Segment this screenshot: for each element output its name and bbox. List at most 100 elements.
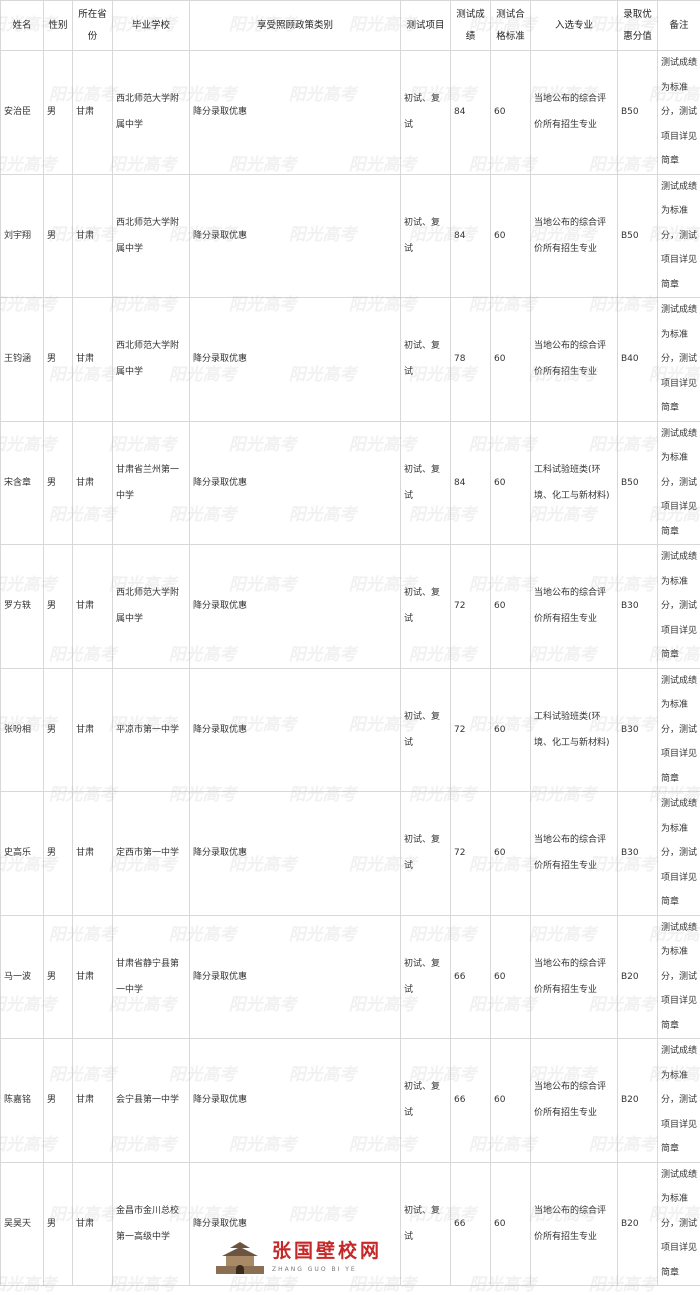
- cell-name: 刘宇翔: [1, 174, 44, 298]
- cell-score: 84: [451, 421, 491, 545]
- cell-province: 甘肃: [73, 668, 113, 792]
- cell-remark: 测试成绩为标准分，测试项目详见简章: [658, 51, 700, 175]
- cell-bonus: B50: [618, 421, 658, 545]
- header-standard: 测试合格标准: [491, 1, 531, 51]
- cell-score: 72: [451, 668, 491, 792]
- cell-gender: 男: [44, 915, 73, 1039]
- cell-name: 宋含章: [1, 421, 44, 545]
- header-gender: 性别: [44, 1, 73, 51]
- cell-test: 初试、复试: [401, 545, 451, 669]
- logo-sub-text: ZHANG GUO BI YE: [272, 1266, 357, 1274]
- cell-name: 史高乐: [1, 792, 44, 916]
- cell-school: 西北师范大学附属中学: [113, 298, 190, 422]
- header-school: 毕业学校: [113, 1, 190, 51]
- cell-policy: 降分录取优惠: [190, 174, 401, 298]
- logo-brand-text: 张国壁校网: [272, 1240, 382, 1262]
- header-name: 姓名: [1, 1, 44, 51]
- cell-major: 当地公布的综合评价所有招生专业: [531, 915, 618, 1039]
- cell-bonus: B20: [618, 1039, 658, 1163]
- cell-policy: 降分录取优惠: [190, 421, 401, 545]
- cell-remark: 测试成绩为标准分，测试项目详见简章: [658, 792, 700, 916]
- cell-major: 当地公布的综合评价所有招生专业: [531, 174, 618, 298]
- header-score: 测试成绩: [451, 1, 491, 51]
- cell-name: 王钧涵: [1, 298, 44, 422]
- cell-score: 84: [451, 174, 491, 298]
- cell-score: 66: [451, 1162, 491, 1286]
- cell-major: 当地公布的综合评价所有招生专业: [531, 298, 618, 422]
- cell-score: 78: [451, 298, 491, 422]
- cell-major: 当地公布的综合评价所有招生专业: [531, 51, 618, 175]
- cell-bonus: B50: [618, 51, 658, 175]
- cell-remark: 测试成绩为标准分，测试项目详见简章: [658, 298, 700, 422]
- header-bonus: 录取优惠分值: [618, 1, 658, 51]
- cell-policy: 降分录取优惠: [190, 298, 401, 422]
- cell-remark: 测试成绩为标准分，测试项目详见简章: [658, 1162, 700, 1286]
- cell-score: 72: [451, 792, 491, 916]
- cell-school: 甘肃省静宁县第一中学: [113, 915, 190, 1039]
- cell-standard: 60: [491, 1162, 531, 1286]
- cell-remark: 测试成绩为标准分，测试项目详见简章: [658, 421, 700, 545]
- cell-name: 马一波: [1, 915, 44, 1039]
- cell-gender: 男: [44, 421, 73, 545]
- cell-score: 66: [451, 1039, 491, 1163]
- header-remark: 备注: [658, 1, 700, 51]
- cell-standard: 60: [491, 298, 531, 422]
- cell-province: 甘肃: [73, 421, 113, 545]
- cell-province: 甘肃: [73, 51, 113, 175]
- cell-policy: 降分录取优惠: [190, 545, 401, 669]
- cell-remark: 测试成绩为标准分，测试项目详见简章: [658, 174, 700, 298]
- cell-major: 当地公布的综合评价所有招生专业: [531, 1039, 618, 1163]
- cell-gender: 男: [44, 1162, 73, 1286]
- cell-bonus: B40: [618, 298, 658, 422]
- cell-bonus: B50: [618, 174, 658, 298]
- cell-standard: 60: [491, 792, 531, 916]
- cell-school: 会宁县第一中学: [113, 1039, 190, 1163]
- cell-name: 罗方轶: [1, 545, 44, 669]
- cell-province: 甘肃: [73, 545, 113, 669]
- cell-policy: 降分录取优惠: [190, 915, 401, 1039]
- cell-test: 初试、复试: [401, 1039, 451, 1163]
- cell-province: 甘肃: [73, 792, 113, 916]
- cell-school: 金昌市金川总校第一高级中学: [113, 1162, 190, 1286]
- cell-school: 西北师范大学附属中学: [113, 51, 190, 175]
- cell-school: 西北师范大学附属中学: [113, 545, 190, 669]
- header-policy: 享受照顾政策类别: [190, 1, 401, 51]
- cell-school: 平凉市第一中学: [113, 668, 190, 792]
- cell-standard: 60: [491, 174, 531, 298]
- cell-policy: 降分录取优惠: [190, 1039, 401, 1163]
- cell-test: 初试、复试: [401, 421, 451, 545]
- cell-test: 初试、复试: [401, 298, 451, 422]
- cell-name: 安治臣: [1, 51, 44, 175]
- cell-gender: 男: [44, 545, 73, 669]
- cell-major: 工科试验班类(环境、化工与新材料): [531, 668, 618, 792]
- cell-standard: 60: [491, 51, 531, 175]
- cell-bonus: B30: [618, 668, 658, 792]
- cell-major: 工科试验班类(环境、化工与新材料): [531, 421, 618, 545]
- cell-score: 84: [451, 51, 491, 175]
- cell-test: 初试、复试: [401, 792, 451, 916]
- header-test: 测试项目: [401, 1, 451, 51]
- cell-standard: 60: [491, 421, 531, 545]
- cell-province: 甘肃: [73, 915, 113, 1039]
- cell-name: 陈嘉铭: [1, 1039, 44, 1163]
- cell-name: 吴昊天: [1, 1162, 44, 1286]
- cell-gender: 男: [44, 792, 73, 916]
- cell-province: 甘肃: [73, 298, 113, 422]
- header-row: 姓名性别所在省份毕业学校享受照顾政策类别测试项目测试成绩测试合格标准入选专业录取…: [1, 1, 700, 51]
- cell-province: 甘肃: [73, 1039, 113, 1163]
- cell-remark: 测试成绩为标准分，测试项目详见简章: [658, 915, 700, 1039]
- cell-gender: 男: [44, 1039, 73, 1163]
- cell-test: 初试、复试: [401, 915, 451, 1039]
- cell-test: 初试、复试: [401, 174, 451, 298]
- cell-province: 甘肃: [73, 174, 113, 298]
- cell-standard: 60: [491, 1039, 531, 1163]
